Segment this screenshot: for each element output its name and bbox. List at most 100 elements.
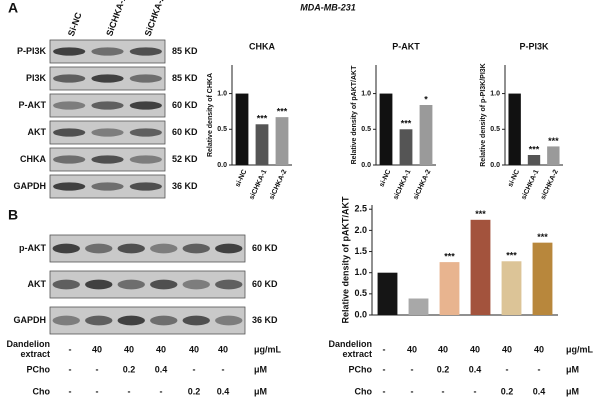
- treatment-value: 40: [502, 344, 512, 354]
- bar: [532, 242, 553, 315]
- treatment-unit: μM: [254, 386, 267, 396]
- treatment-value: 0.4: [217, 386, 230, 396]
- blot-strip: [49, 270, 246, 299]
- treatment-value: 40: [92, 344, 102, 354]
- blot-band: [52, 279, 80, 290]
- blot-band: [215, 315, 243, 326]
- blot-size-label: 60 KD: [172, 127, 198, 137]
- blot-band: [129, 155, 162, 164]
- bar: [235, 93, 249, 165]
- significance: ***: [506, 251, 517, 261]
- blot-band: [117, 279, 145, 290]
- blot-band: [91, 47, 124, 56]
- blot-size-label: 60 KD: [252, 279, 278, 289]
- y-axis-label: Relative density of CHKA: [207, 73, 214, 157]
- treatment-value: -: [474, 386, 477, 396]
- blot-band: [215, 243, 243, 254]
- treatment-value: -: [538, 364, 541, 374]
- blot-band: [53, 101, 86, 110]
- treatment-unit: μg/mL: [254, 344, 282, 354]
- blot-band: [53, 155, 86, 164]
- treatment-value: -: [411, 386, 414, 396]
- treatment-value: 40: [470, 344, 480, 354]
- y-tick-label: 0.0: [490, 162, 500, 169]
- treatment-unit: μM: [254, 364, 267, 374]
- significance: ***: [444, 251, 455, 261]
- blot-band: [150, 315, 178, 326]
- y-tick-label: 1.0: [354, 267, 367, 277]
- treatment-value: -: [69, 386, 72, 396]
- treatment-value: -: [193, 364, 196, 374]
- bar: [470, 219, 491, 315]
- y-tick-label: 2.0: [354, 225, 367, 235]
- blot-band: [53, 47, 86, 56]
- chart-title: CHKA: [249, 41, 275, 51]
- blot-strip: [49, 234, 246, 263]
- treatment-value: -: [128, 386, 131, 396]
- y-tick-label: 0.5: [354, 288, 367, 298]
- blot-band: [117, 243, 145, 254]
- treatment-value: -: [383, 386, 386, 396]
- blot-row-label: AKT: [28, 279, 47, 289]
- blot-size-label: 60 KD: [252, 243, 278, 253]
- bar: [379, 93, 393, 165]
- y-tick-label: 0.5: [217, 126, 227, 133]
- blot-row-label: GAPDH: [13, 181, 46, 191]
- treatment-value: -: [383, 364, 386, 374]
- blot-band: [52, 315, 80, 326]
- blot-band: [150, 279, 178, 290]
- bar: [527, 155, 541, 165]
- blot-band: [53, 182, 86, 191]
- bar: [439, 262, 460, 315]
- blot-band: [85, 279, 113, 290]
- blot-band: [53, 74, 86, 83]
- blot-band: [129, 182, 162, 191]
- treatment-value: 40: [156, 344, 166, 354]
- significance: ***: [548, 136, 559, 146]
- blot-row-label: CHKA: [20, 154, 46, 164]
- treatment-value: 40: [407, 344, 417, 354]
- blot-band: [91, 128, 124, 137]
- blot-size-label: 36 KD: [172, 181, 198, 191]
- y-axis-label: Relative density of pAKT/AKT: [340, 196, 350, 324]
- bar: [255, 124, 269, 165]
- blot-band: [182, 243, 210, 254]
- treatment-label: Cho: [355, 386, 373, 396]
- blot-band: [182, 315, 210, 326]
- treatment-value: 0.2: [123, 364, 136, 374]
- blot-size-label: 52 KD: [172, 154, 198, 164]
- y-axis-label: Relative density of p-PI3K/PI3K: [480, 63, 487, 166]
- treatment-value: -: [506, 364, 509, 374]
- treatment-value: -: [411, 364, 414, 374]
- blot-row-label: GAPDH: [13, 315, 46, 325]
- treatment-value: 40: [534, 344, 544, 354]
- blot-band: [129, 47, 162, 56]
- y-tick-label: 2.5: [354, 204, 367, 214]
- blot-band: [117, 315, 145, 326]
- y-tick-label: 1.0: [490, 90, 500, 97]
- blot-band: [52, 243, 80, 254]
- treatment-value: 0.4: [155, 364, 168, 374]
- significance: ***: [475, 209, 486, 219]
- significance: ***: [257, 114, 268, 124]
- treatment-value: 40: [438, 344, 448, 354]
- y-tick-label: 0.0: [217, 162, 227, 169]
- blot-size-label: 60 KD: [172, 100, 198, 110]
- treatment-value: -: [383, 344, 386, 354]
- y-tick-label: 1.0: [361, 90, 371, 97]
- chart-title: P-AKT: [392, 41, 420, 51]
- treatment-value: 0.2: [437, 364, 450, 374]
- treatment-unit: μM: [566, 364, 579, 374]
- y-tick-label: 0.5: [361, 126, 371, 133]
- bar: [399, 129, 413, 165]
- blot-row-label: p-AKT: [19, 243, 46, 253]
- blot-strip: [49, 306, 246, 335]
- y-tick-label: 0.0: [361, 162, 371, 169]
- blot-band: [91, 74, 124, 83]
- treatment-label: Dandelion extract: [328, 339, 372, 359]
- significance: *: [424, 94, 428, 104]
- treatment-value: 40: [124, 344, 134, 354]
- treatment-value: -: [69, 344, 72, 354]
- chart-title: P-PI3K: [519, 41, 549, 51]
